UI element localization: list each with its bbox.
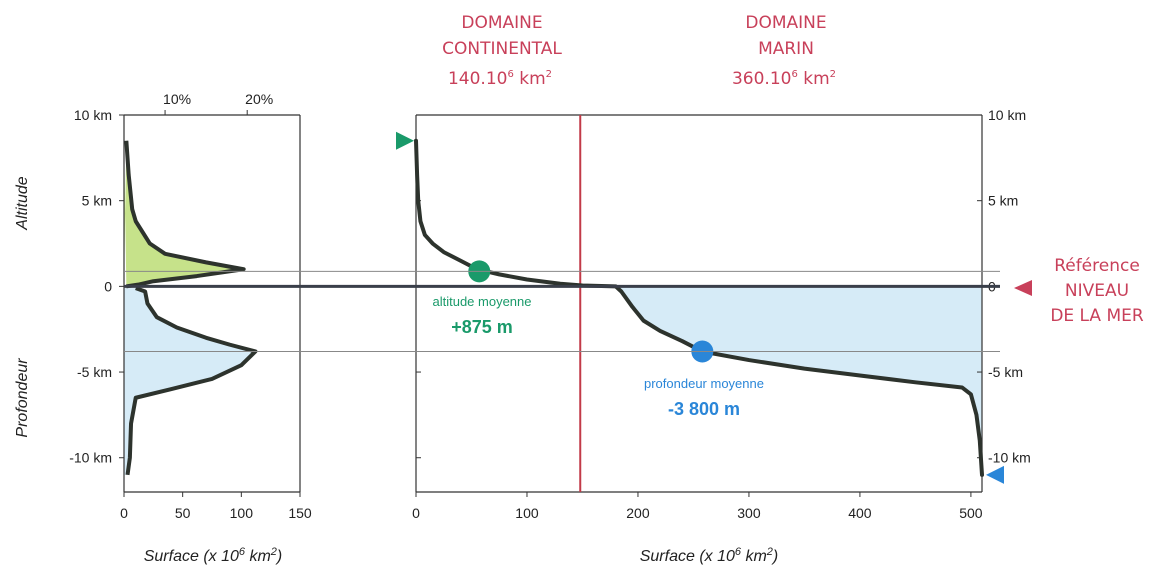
land-area-fill: [124, 140, 244, 287]
profondeur-moyenne-value: -3 800 m: [668, 399, 740, 419]
main-x-tick-label: 500: [959, 505, 983, 521]
main-y-tick-label: 10 km: [988, 107, 1026, 123]
left-x-tick-label: 50: [175, 505, 191, 521]
ylabel-altitude: Altitude: [14, 176, 31, 230]
left-y-tick-label: 0: [104, 278, 112, 294]
main-x-tick-label: 100: [515, 505, 539, 521]
xlabel-main: Surface (x 106 km2): [640, 546, 779, 565]
left-y-tick-label: -5 km: [77, 364, 112, 380]
ocean-area-fill: [124, 288, 256, 475]
main-x-tick-label: 400: [848, 505, 872, 521]
main-x-tick-label: 0: [412, 505, 420, 521]
header-marin: DOMAINE MARIN 360.106 km2: [732, 13, 836, 89]
left-x-tick-label: 100: [230, 505, 254, 521]
reference-line2: NIVEAU: [1065, 281, 1129, 301]
header-continental-line2: CONTINENTAL: [442, 39, 562, 59]
header-marin-area: 360.106 km2: [732, 69, 836, 89]
main-y-tick-label: 5 km: [988, 193, 1018, 209]
max-depth-triangle-icon: [986, 465, 1004, 484]
main-y-tick-label: -10 km: [988, 450, 1031, 466]
left-top-tick-label: 10%: [163, 91, 191, 107]
left-histogram: 10 km 5 km 0 -5 km -10 km 0 50 100 150 10% 20%: [69, 91, 312, 521]
left-y-tick-label: -10 km: [69, 450, 112, 466]
left-top-tick-label: 20%: [245, 91, 273, 107]
header-continental-area: 140.106 km2: [448, 69, 552, 89]
header-marin-line2: MARIN: [758, 39, 814, 59]
reference-line1: Référence: [1054, 256, 1140, 276]
max-altitude-triangle-icon: [396, 131, 414, 150]
header-marin-line1: DOMAINE: [745, 13, 826, 33]
left-x-tick-label: 0: [120, 505, 128, 521]
main-x-tick-label: 200: [626, 505, 650, 521]
reference-arrow-icon: [1014, 280, 1032, 296]
land-histogram-curve: [124, 140, 246, 289]
ylabel-profondeur: Profondeur: [14, 358, 31, 438]
altitude-moyenne-value: +875 m: [451, 317, 513, 337]
hypsometric-curve: [414, 138, 984, 477]
xlabel-left: Surface (x 106 km2): [144, 546, 283, 565]
left-x-tick-label: 150: [288, 505, 312, 521]
altitude-moyenne-label: altitude moyenne: [432, 294, 531, 309]
header-continental: DOMAINE CONTINENTAL 140.106 km2: [442, 13, 562, 89]
main-x-tick-label: 300: [737, 505, 761, 521]
left-y-tick-label: 5 km: [82, 193, 112, 209]
reference-line3: DE LA MER: [1050, 306, 1144, 326]
sea-level-reference: Référence NIVEAU DE LA MER: [1014, 256, 1144, 326]
profondeur-moyenne-label: profondeur moyenne: [644, 376, 764, 391]
main-y-tick-label: -5 km: [988, 364, 1023, 380]
ocean-depth-fill: [615, 286, 982, 475]
header-continental-line1: DOMAINE: [461, 13, 542, 33]
left-y-tick-label: 10 km: [74, 107, 112, 123]
